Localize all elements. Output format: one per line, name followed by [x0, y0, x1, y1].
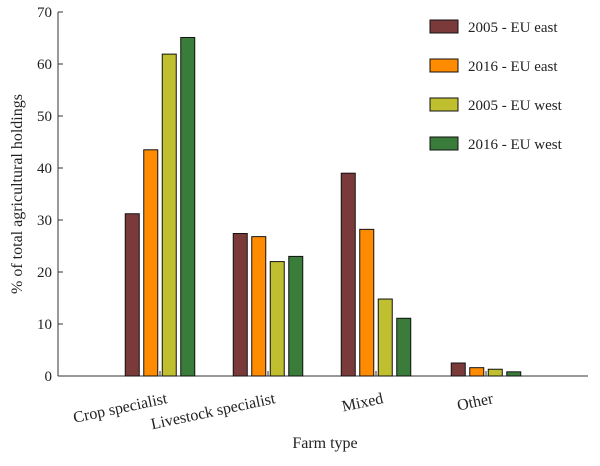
- x-category-label: Mixed: [340, 390, 384, 415]
- legend-label: 2005 - EU east: [468, 20, 558, 36]
- legend-label: 2005 - EU west: [468, 98, 563, 114]
- bar-1-0: [232, 233, 248, 377]
- bar-3-2: [487, 368, 503, 377]
- x-category-label: Livestock specialist: [149, 390, 277, 433]
- legend-swatch: [429, 136, 459, 151]
- x-axis-title: Farm type: [292, 435, 357, 452]
- bar-3-1: [469, 367, 485, 377]
- y-tick-label: 30: [37, 213, 52, 229]
- y-tick-label: 10: [37, 317, 52, 333]
- bar-0-3: [180, 36, 196, 377]
- bar-2-3: [396, 317, 412, 377]
- legend-swatch: [429, 97, 459, 112]
- legend-label: 2016 - EU west: [468, 137, 563, 153]
- legend-swatch: [429, 58, 459, 73]
- legend-swatch: [429, 19, 459, 34]
- x-category-label: Other: [456, 390, 496, 414]
- y-tick-label: 40: [37, 161, 52, 177]
- y-tick-label: 50: [37, 109, 52, 125]
- bars: [124, 36, 522, 377]
- legend-label: 2016 - EU east: [468, 59, 558, 75]
- y-tick-label: 60: [37, 57, 52, 73]
- y-axis-title: % of total agricultural holdings: [9, 94, 26, 294]
- bar-2-2: [377, 298, 393, 377]
- y-tick-label: 0: [45, 369, 53, 385]
- bar-2-1: [359, 228, 375, 377]
- legend: 2005 - EU east 2016 - EU east 2005 - EU we…: [429, 19, 563, 153]
- y-tick-label: 70: [37, 5, 52, 21]
- bar-1-1: [251, 236, 267, 377]
- bar-2-0: [340, 172, 356, 377]
- bar-0-2: [161, 53, 177, 377]
- bar-1-3: [288, 255, 304, 377]
- bar-0-0: [124, 213, 140, 377]
- bar-3-0: [450, 362, 466, 377]
- y-tick-label: 20: [37, 265, 52, 281]
- bar-3-3: [506, 371, 522, 377]
- bar-0-1: [143, 149, 159, 377]
- bar-1-2: [269, 261, 285, 377]
